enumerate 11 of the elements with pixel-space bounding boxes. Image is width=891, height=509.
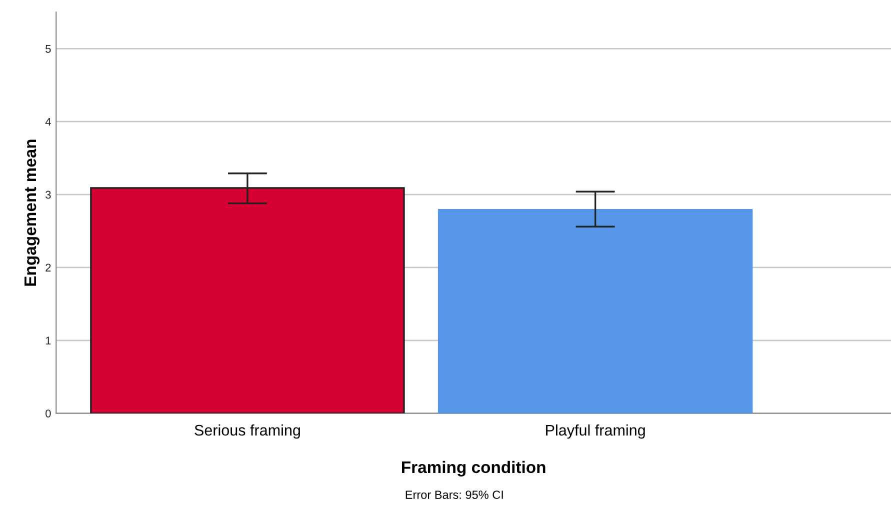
- y-axis-title: Engagement mean: [24, 140, 40, 286]
- y-tick-label: 2: [46, 264, 51, 272]
- x-tick-label: Serious framing: [194, 424, 300, 439]
- x-axis-title: Framing condition: [402, 460, 546, 476]
- y-tick-label: 1: [46, 336, 51, 344]
- y-tick-label: 4: [45, 118, 51, 126]
- y-tick-label: 0: [46, 410, 51, 418]
- y-tick-label: 5: [46, 45, 51, 53]
- x-tick-label: Playful framing: [546, 424, 645, 439]
- text: Error Bars: 95% CI: [406, 490, 503, 499]
- y-tick-label: 3: [46, 190, 51, 199]
